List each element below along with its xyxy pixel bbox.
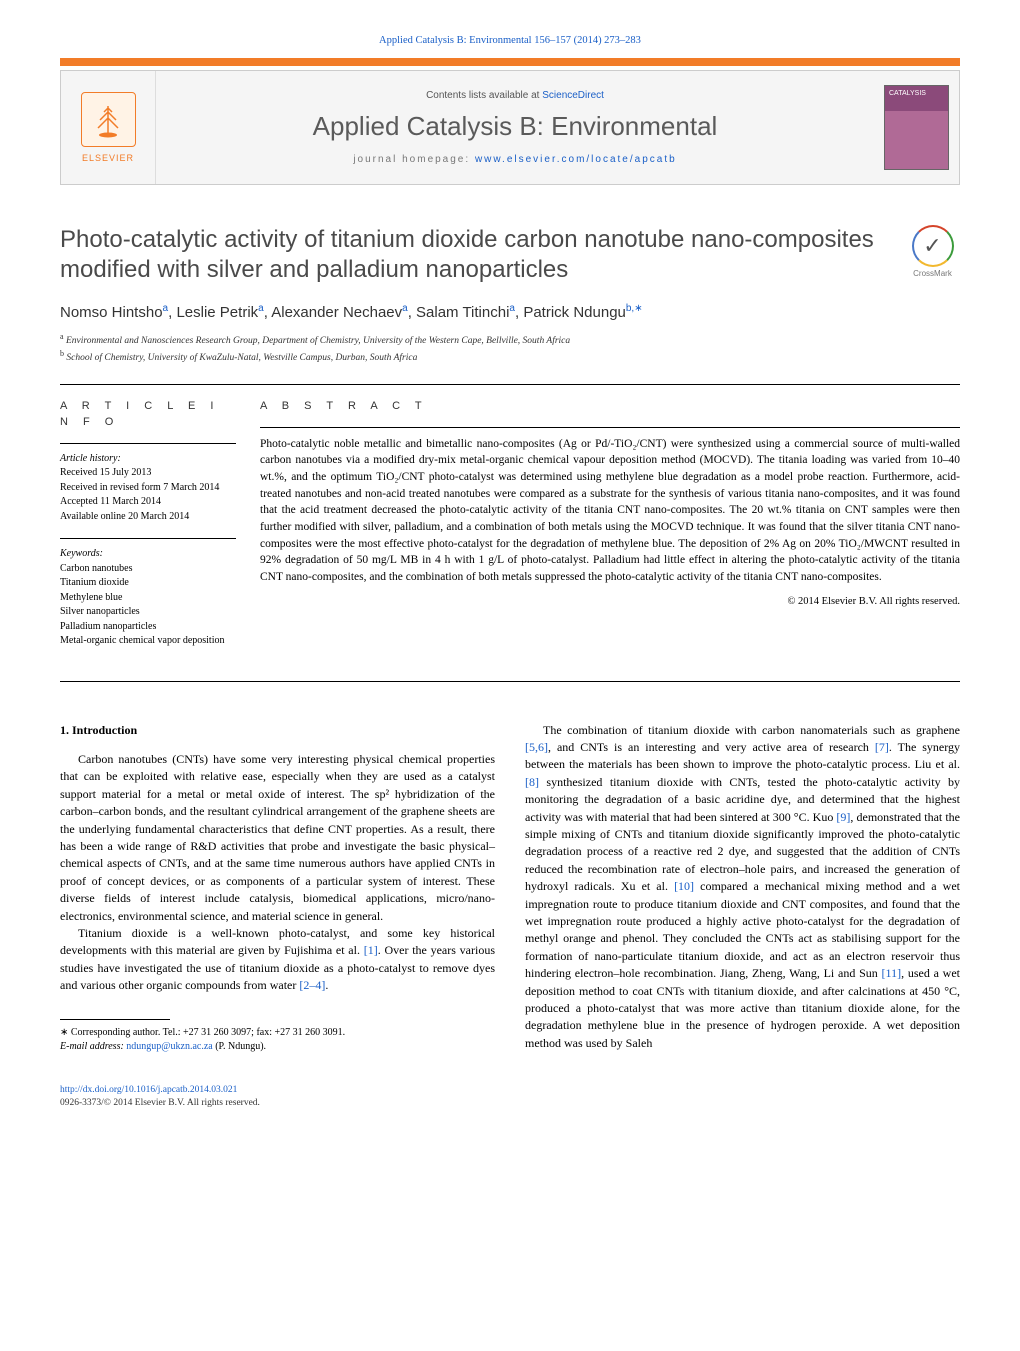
title-row: Photo-catalytic activity of titanium dio… xyxy=(60,225,960,285)
email-name: (P. Ndungu). xyxy=(213,1041,266,1052)
homepage-label: journal homepage: xyxy=(353,154,475,165)
publisher-logo-box: ELSEVIER xyxy=(61,71,156,184)
info-divider-1 xyxy=(60,443,236,444)
abstract-copyright: © 2014 Elsevier B.V. All rights reserved… xyxy=(260,594,960,609)
keyword-2: Methylene blue xyxy=(60,591,236,606)
keyword-3: Silver nanoparticles xyxy=(60,605,236,620)
keyword-4: Palladium nanoparticles xyxy=(60,620,236,635)
journal-name: Applied Catalysis B: Environmental xyxy=(313,111,718,142)
crossmark-icon: ✓ xyxy=(912,225,954,267)
affiliation-a: a Environmental and Nanosciences Researc… xyxy=(60,331,960,348)
abstract-text: Photo-catalytic noble metallic and bimet… xyxy=(260,436,960,586)
homepage-url[interactable]: www.elsevier.com/locate/apcatb xyxy=(475,154,677,165)
elsevier-tree-icon xyxy=(81,92,136,147)
history-accepted: Accepted 11 March 2014 xyxy=(60,495,236,510)
abstract-heading: A B S T R A C T xyxy=(260,399,960,415)
citation-link[interactable]: Applied Catalysis B: Environmental 156–1… xyxy=(379,35,641,46)
keywords-label: Keywords: xyxy=(60,547,236,562)
crossmark-label: CrossMark xyxy=(905,269,960,278)
section-1-heading: 1. Introduction xyxy=(60,722,495,739)
header-accent-bar xyxy=(60,58,960,66)
page-root: Applied Catalysis B: Environmental 156–1… xyxy=(0,0,1020,1150)
info-abstract-row: A R T I C L E I N F O Article history: R… xyxy=(60,399,960,682)
footnotes: ∗ Corresponding author. Tel.: +27 31 260… xyxy=(60,1026,495,1054)
page-footer: http://dx.doi.org/10.1016/j.apcatb.2014.… xyxy=(60,1084,960,1111)
keyword-0: Carbon nanotubes xyxy=(60,562,236,577)
body-right-p1: The combination of titanium dioxide with… xyxy=(525,722,960,1052)
history-label: Article history: xyxy=(60,452,236,467)
affiliation-b-text: School of Chemistry, University of KwaZu… xyxy=(66,354,417,364)
history-received: Received 15 July 2013 xyxy=(60,466,236,481)
body-columns: 1. Introduction Carbon nanotubes (CNTs) … xyxy=(60,722,960,1054)
keyword-5: Metal-organic chemical vapor deposition xyxy=(60,634,236,649)
affiliation-b: b School of Chemistry, University of Kwa… xyxy=(60,348,960,365)
keyword-1: Titanium dioxide xyxy=(60,576,236,591)
sciencedirect-link[interactable]: ScienceDirect xyxy=(542,90,604,101)
contents-line: Contents lists available at ScienceDirec… xyxy=(426,90,604,101)
keywords-block: Keywords: Carbon nanotubes Titanium diox… xyxy=(60,547,236,649)
contents-prefix: Contents lists available at xyxy=(426,90,542,101)
article-info-column: A R T I C L E I N F O Article history: R… xyxy=(60,399,260,663)
footnote-divider xyxy=(60,1019,170,1020)
cover-text: CATALYSIS xyxy=(889,90,926,97)
doi-link[interactable]: http://dx.doi.org/10.1016/j.apcatb.2014.… xyxy=(60,1085,237,1095)
corresponding-email[interactable]: ndungup@ukzn.ac.za xyxy=(126,1041,212,1052)
info-divider-2 xyxy=(60,538,236,539)
history-revised: Received in revised form 7 March 2014 xyxy=(60,481,236,496)
email-label: E-mail address: xyxy=(60,1041,126,1052)
body-left-column: 1. Introduction Carbon nanotubes (CNTs) … xyxy=(60,722,495,1054)
journal-cover-thumbnail: CATALYSIS xyxy=(884,85,949,170)
affiliations: a Environmental and Nanosciences Researc… xyxy=(60,331,960,366)
homepage-line: journal homepage: www.elsevier.com/locat… xyxy=(353,154,676,165)
divider-top xyxy=(60,384,960,385)
article-history-block: Article history: Received 15 July 2013 R… xyxy=(60,452,236,525)
issn-line: 0926-3373/© 2014 Elsevier B.V. All right… xyxy=(60,1098,260,1108)
journal-header: ELSEVIER Contents lists available at Sci… xyxy=(60,70,960,185)
header-center: Contents lists available at ScienceDirec… xyxy=(156,71,874,184)
email-line: E-mail address: ndungup@ukzn.ac.za (P. N… xyxy=(60,1040,495,1054)
authors-line: Nomso Hintshoa, Leslie Petrika, Alexande… xyxy=(60,303,960,321)
abstract-divider xyxy=(260,427,960,428)
history-online: Available online 20 March 2014 xyxy=(60,510,236,525)
body-left-p2: Titanium dioxide is a well-known photo-c… xyxy=(60,925,495,995)
affiliation-a-text: Environmental and Nanosciences Research … xyxy=(66,336,570,346)
corresponding-author: ∗ Corresponding author. Tel.: +27 31 260… xyxy=(60,1026,495,1040)
body-left-p1: Carbon nanotubes (CNTs) have some very i… xyxy=(60,751,495,925)
body-right-column: The combination of titanium dioxide with… xyxy=(525,722,960,1054)
publisher-name: ELSEVIER xyxy=(82,153,134,163)
cover-box: CATALYSIS xyxy=(874,71,959,184)
article-info-heading: A R T I C L E I N F O xyxy=(60,399,236,431)
article-title: Photo-catalytic activity of titanium dio… xyxy=(60,225,885,285)
abstract-column: A B S T R A C T Photo-catalytic noble me… xyxy=(260,399,960,663)
crossmark-badge[interactable]: ✓ CrossMark xyxy=(905,225,960,278)
